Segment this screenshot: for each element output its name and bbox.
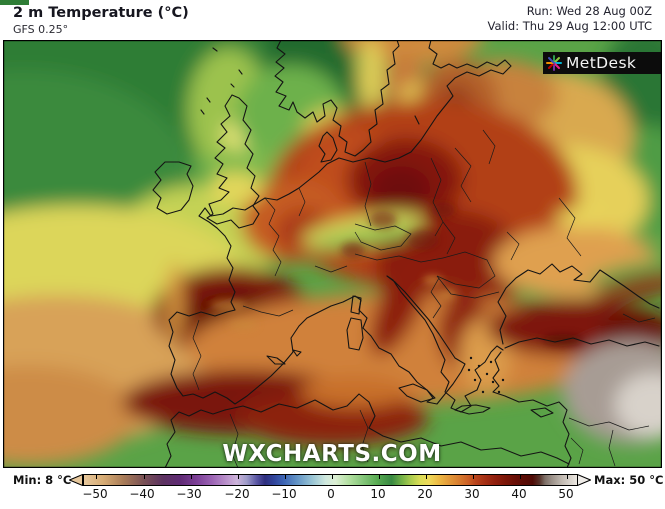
tick-label: 30 bbox=[464, 487, 480, 501]
run-time-label: Run: Wed 28 Aug 00Z bbox=[526, 4, 652, 18]
wxcharts-watermark: WXCHARTS.COM bbox=[222, 441, 442, 467]
tick-label: −20 bbox=[224, 487, 250, 501]
max-temperature-label: Max: 50 °C bbox=[594, 473, 664, 487]
tick-label: −10 bbox=[271, 487, 297, 501]
page-title: 2 m Temperature (°C) bbox=[13, 5, 189, 21]
field-texture bbox=[210, 202, 583, 346]
colorbar-gradient bbox=[83, 474, 578, 486]
tick-label: −40 bbox=[129, 487, 155, 501]
metdesk-logo-text: MetDesk bbox=[566, 54, 637, 72]
tick-label: −30 bbox=[176, 487, 202, 501]
temperature-field bbox=[3, 40, 662, 465]
coastlines bbox=[152, 40, 660, 468]
valid-time-label: Valid: Thu 29 Aug 12:00 UTC bbox=[487, 19, 653, 33]
map-overflow-sliver bbox=[0, 0, 29, 5]
map-border-frame bbox=[3, 40, 662, 468]
europe-temperature-map bbox=[3, 40, 662, 468]
tick-label: 50 bbox=[558, 487, 574, 501]
tick-label: 10 bbox=[370, 487, 386, 501]
country-borders bbox=[192, 129, 656, 468]
temperature-map-svg bbox=[3, 40, 662, 468]
tick-label: 0 bbox=[327, 487, 335, 501]
metdesk-logo: MetDesk bbox=[543, 52, 661, 74]
aegean-islands bbox=[467, 356, 505, 394]
tick-label: 20 bbox=[417, 487, 433, 501]
min-temperature-label: Min: 8 °C bbox=[13, 473, 72, 487]
metdesk-starburst-icon bbox=[546, 55, 562, 71]
model-label: GFS 0.25° bbox=[13, 23, 69, 36]
colorbar-arrow-right bbox=[577, 474, 591, 486]
tick-label: −50 bbox=[82, 487, 108, 501]
tick-label: 40 bbox=[511, 487, 527, 501]
colorbar-arrow-left bbox=[69, 474, 83, 486]
